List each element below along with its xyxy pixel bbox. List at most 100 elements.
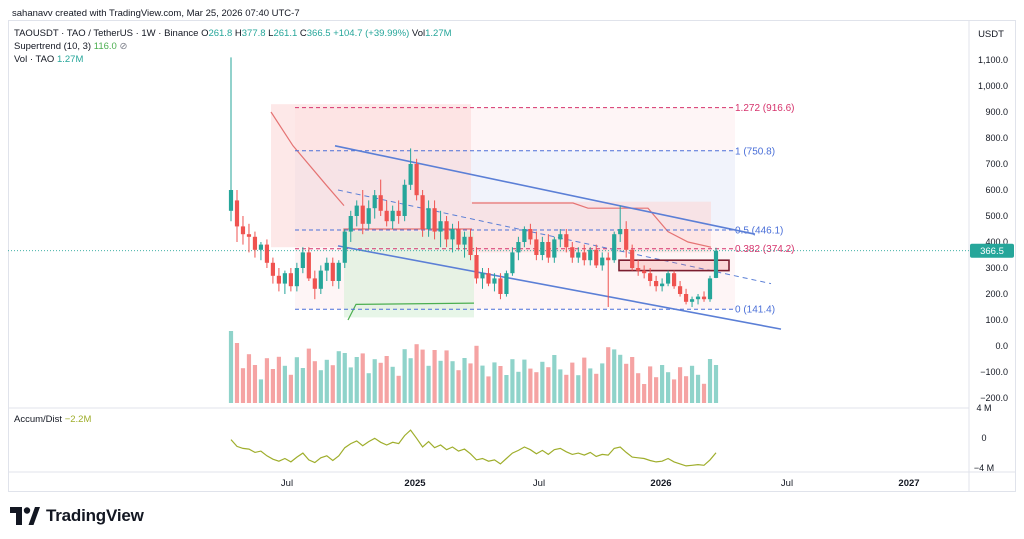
volume-bar [330, 365, 335, 403]
candle-body [600, 257, 605, 266]
volume-bar [689, 365, 695, 403]
volume-bar [701, 383, 707, 403]
volume-bar [408, 358, 413, 403]
time-tick-label: Jul [533, 478, 545, 489]
candle-body [228, 190, 234, 211]
candle-body [516, 242, 521, 253]
candle-body [588, 249, 593, 261]
volume-bar [300, 368, 305, 403]
volume-bar [564, 374, 569, 403]
volume-bar [570, 362, 575, 403]
tradingview-brand[interactable]: TradingView [10, 506, 144, 526]
candle-body [234, 200, 240, 227]
volume-bar [582, 357, 587, 403]
volume-bar [576, 375, 581, 403]
volume-bar [671, 379, 677, 403]
candle-body [330, 262, 335, 281]
volume-bar [348, 367, 353, 403]
volume-bar [558, 369, 563, 403]
volume-bar [390, 366, 395, 403]
fib-level-label: 0 (141.4) [735, 305, 775, 316]
candle-body [348, 216, 353, 232]
price-tick-label: 0.0 [995, 341, 1008, 351]
price-tick-label: 400.0 [985, 237, 1008, 247]
volume-bar [612, 349, 617, 403]
candle-body [360, 205, 365, 224]
volume-bar [522, 359, 527, 403]
price-tick-label: 700.0 [985, 159, 1008, 169]
symbol-legend-part: H [235, 28, 242, 39]
price-tick-label: −100.0 [980, 367, 1008, 377]
volume-bar [258, 379, 264, 403]
candle-body [282, 273, 287, 284]
volume-bar [240, 368, 246, 403]
volume-bar [474, 345, 479, 403]
candle-body [648, 273, 653, 281]
symbol-legend-part: 366.5 [307, 28, 333, 39]
time-tick-label: 2027 [898, 478, 919, 489]
currency-label: USDT [978, 29, 1004, 40]
time-tick-label: Jul [281, 478, 293, 489]
candle-body [636, 268, 641, 271]
symbol-legend-part: 261.1 [273, 28, 299, 39]
volume-bar [282, 365, 287, 403]
candle-body [270, 262, 276, 276]
volume-bar [288, 374, 293, 403]
current-price-tag [970, 243, 1014, 258]
volume-bar [228, 331, 234, 403]
candle-body [258, 244, 264, 250]
chart-canvas[interactable]: USDT 1,100.0 1,000.0 900.0 800.0 700.0 600.0 50… [8, 20, 1016, 492]
volume-bar [378, 362, 383, 403]
candle-body [294, 268, 299, 287]
candle-body [486, 273, 491, 284]
volume-bar [354, 357, 359, 403]
brand-name: TradingView [46, 506, 144, 525]
candle-body [683, 294, 689, 302]
supertrend-legend-part: Supertrend (10, 3) [14, 41, 94, 52]
candle-body [240, 226, 246, 235]
candle-body [468, 236, 473, 255]
accum-dist-line [230, 429, 717, 467]
volume-bar [600, 363, 605, 403]
candle-body [654, 281, 659, 287]
candle-body [390, 210, 395, 222]
volume-bar [683, 376, 689, 403]
candle-body [276, 275, 281, 284]
volume-bar [468, 363, 473, 403]
volume-bar [594, 373, 599, 403]
candle-body [594, 249, 599, 266]
candle-body [444, 221, 449, 240]
volume-bar [713, 364, 719, 403]
price-tick-label: 100.0 [985, 315, 1008, 325]
candle-body [384, 210, 389, 222]
candle-body [336, 262, 341, 281]
volume-bar [510, 359, 515, 403]
volume-bar [642, 384, 647, 403]
candle-body [264, 244, 270, 263]
candle-body [552, 239, 557, 258]
candle-body [324, 262, 329, 271]
author-credit: sahanavv created with TradingView.com, M… [12, 8, 300, 19]
candle-body [252, 236, 258, 250]
candle-body [354, 205, 359, 216]
candle-body [480, 273, 485, 279]
candle-body [671, 273, 677, 287]
volume-bar [534, 372, 539, 403]
symbol-legend-part: TAOUSDT · TAO / TetherUS · 1W · Binance [14, 28, 201, 39]
symbol-legend-part: 377.8 [242, 28, 268, 39]
accum-legend-part: −2.2M [65, 414, 92, 425]
candle-body [534, 239, 539, 255]
candle-body [540, 242, 545, 255]
volume-bar [456, 370, 461, 403]
time-tick-label: Jul [781, 478, 793, 489]
candle-body [528, 229, 533, 240]
volume-bar [588, 368, 593, 403]
candle-body [306, 252, 311, 279]
symbol-legend: TAOUSDT · TAO / TetherUS · 1W · Binance … [14, 28, 452, 39]
volume-bar [654, 377, 659, 403]
volume-bar [324, 359, 329, 403]
volume-bar [540, 361, 545, 403]
volume-bar [360, 353, 365, 403]
candle-body [707, 278, 713, 300]
symbol-legend-part: C [300, 28, 307, 39]
